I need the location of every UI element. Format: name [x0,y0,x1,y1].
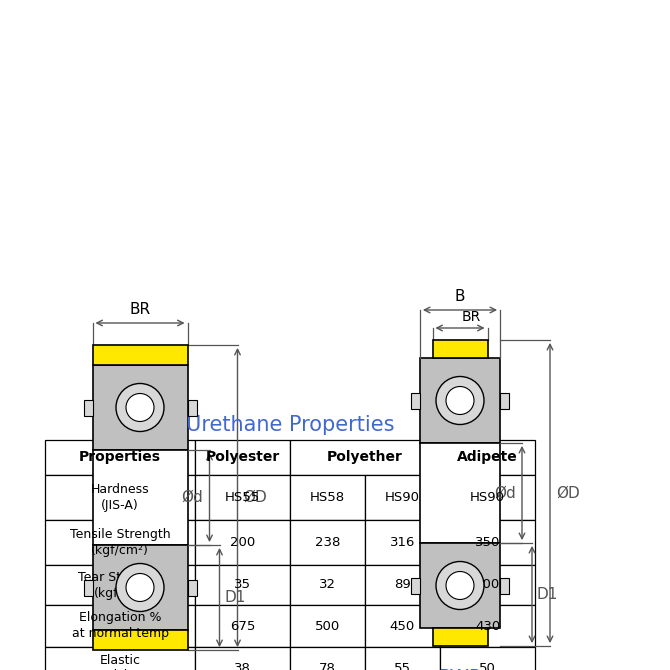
Text: HS55: HS55 [225,491,260,504]
Bar [440,475,535,520]
Text: HS90: HS90 [385,491,420,504]
Bar [195,475,290,520]
Text: 450: 450 [390,620,415,632]
Bar [290,475,365,520]
Bar [290,565,365,605]
Bar [45,605,195,647]
Text: Adipete: Adipete [457,450,518,464]
Bar [420,543,500,628]
Bar [195,520,290,565]
Text: B: B [455,289,465,304]
Bar [365,520,440,565]
Bar [45,440,195,475]
Text: PWR: PWR [438,668,482,670]
Bar [433,628,488,646]
Bar [92,450,188,545]
Text: Polyether: Polyether [327,450,403,464]
Bar [195,647,290,670]
Bar [188,580,196,596]
Circle shape [126,574,154,602]
Bar [365,647,440,670]
Text: ØD: ØD [243,490,267,505]
Bar [440,440,535,475]
Bar [84,580,92,596]
Bar [45,647,195,670]
Bar [420,443,500,543]
Bar [290,605,365,647]
Bar [45,475,195,520]
Circle shape [436,561,484,610]
Text: 350: 350 [475,536,500,549]
Bar [433,340,488,358]
Bar [45,565,195,605]
Text: Hardness
(JIS-A): Hardness (JIS-A) [90,483,149,512]
Text: Urethane Properties: Urethane Properties [186,415,394,435]
Text: HS90: HS90 [470,491,505,504]
Text: Ød: Ød [494,486,516,500]
Bar [290,440,440,475]
Text: BR: BR [462,310,481,324]
Text: 316: 316 [390,536,415,549]
Circle shape [436,377,484,425]
Bar [92,345,188,365]
Text: 32: 32 [319,578,336,592]
Bar [500,393,509,409]
Text: 430: 430 [475,620,500,632]
Bar [195,440,290,475]
Text: 675: 675 [230,620,255,632]
Bar [440,520,535,565]
Bar [290,520,365,565]
Text: 50: 50 [479,661,496,670]
Text: Elongation %
at normal temp: Elongation % at normal temp [72,612,168,641]
Text: Properties: Properties [79,450,161,464]
Bar [195,565,290,605]
Text: 89: 89 [394,578,411,592]
Text: BR: BR [129,302,151,317]
Bar [195,605,290,647]
Bar [188,399,196,415]
Text: ØD: ØD [556,486,580,500]
Bar [440,605,535,647]
Bar [411,578,420,594]
Text: 78: 78 [319,661,336,670]
Text: D1: D1 [224,590,246,605]
Circle shape [126,393,154,421]
Circle shape [446,387,474,415]
Bar [365,565,440,605]
Text: D1: D1 [537,587,558,602]
Circle shape [116,563,164,612]
Circle shape [116,383,164,431]
Text: 38: 38 [234,661,251,670]
Text: Elastic
Repulsion %: Elastic Repulsion % [82,653,158,670]
Bar [440,565,535,605]
Bar [420,358,500,443]
Circle shape [446,572,474,600]
Text: Tensile Strength
(kgf/cm²): Tensile Strength (kgf/cm²) [70,528,170,557]
Text: Polyester: Polyester [206,450,279,464]
Bar [92,630,188,650]
Bar [84,399,92,415]
Bar [500,578,509,594]
Text: 35: 35 [234,578,251,592]
Bar [365,475,440,520]
Text: 100: 100 [475,578,500,592]
Bar [365,605,440,647]
Text: 55: 55 [394,661,411,670]
Text: 238: 238 [315,536,340,549]
Text: HS58: HS58 [310,491,345,504]
Bar [411,393,420,409]
Text: Tear Strength
(kgf/cm): Tear Strength (kgf/cm) [78,570,162,600]
Bar [290,647,365,670]
Bar [92,365,188,450]
Bar [440,647,535,670]
Bar [92,545,188,630]
Text: 500: 500 [315,620,340,632]
Text: 200: 200 [230,536,255,549]
Bar [45,520,195,565]
Text: Ød: Ød [182,490,203,505]
